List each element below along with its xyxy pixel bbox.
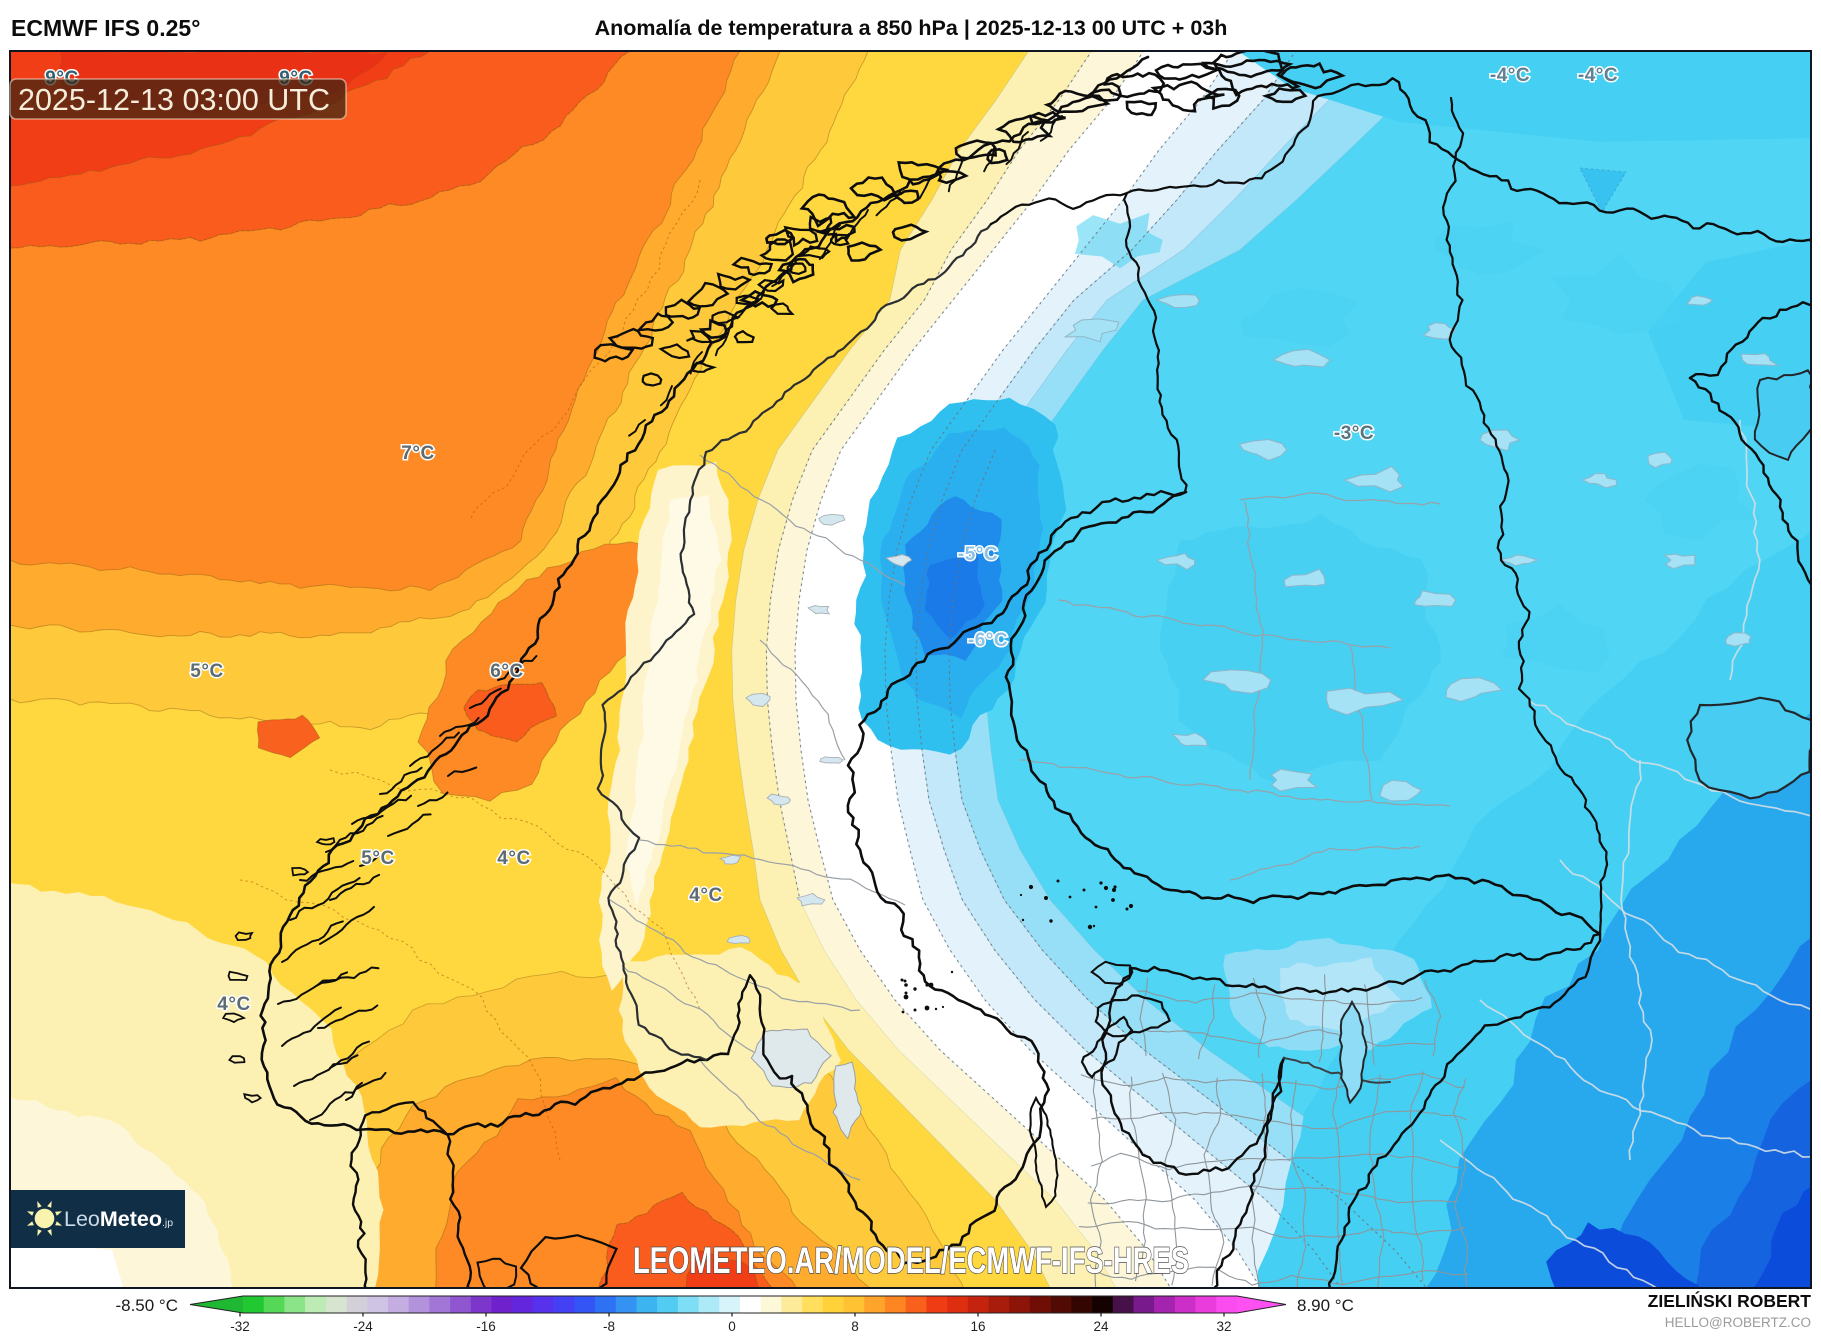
svg-text:32: 32 [1216,1319,1231,1334]
svg-text:-8.50 °C: -8.50 °C [115,1296,178,1315]
svg-text:-24: -24 [353,1319,373,1334]
svg-text:-6°C: -6°C [968,630,1008,651]
svg-text:24: 24 [1093,1319,1109,1334]
svg-text:7°C: 7°C [401,443,434,464]
svg-text:2025-12-13 03:00 UTC: 2025-12-13 03:00 UTC [18,83,330,117]
svg-text:ZIELIŃSKI ROBERT: ZIELIŃSKI ROBERT [1648,1290,1812,1311]
svg-text:16: 16 [970,1319,985,1334]
svg-text:6°C: 6°C [490,661,523,682]
svg-text:0: 0 [728,1319,736,1334]
svg-text:8.90 °C: 8.90 °C [1297,1296,1354,1315]
svg-text:-16: -16 [476,1319,496,1334]
svg-text:8: 8 [851,1319,859,1334]
svg-text:HELLO@ROBERTZ.CO: HELLO@ROBERTZ.CO [1665,1315,1811,1330]
svg-text:5°C: 5°C [361,848,394,869]
svg-text:LEOMETEO.AR/MODEL/ECMWF-IFS-HR: LEOMETEO.AR/MODEL/ECMWF-IFS-HRES [633,1240,1189,1281]
svg-text:4°C: 4°C [497,848,530,869]
svg-text:Anomalía de temperatura a 850: Anomalía de temperatura a 850 hPa | 2025… [595,16,1228,40]
svg-text:4°C: 4°C [689,885,722,906]
svg-text:-32: -32 [230,1319,250,1334]
svg-text:-5°C: -5°C [958,544,998,565]
svg-text:-4°C: -4°C [1490,65,1530,86]
svg-text:-4°C: -4°C [1578,65,1618,86]
svg-text:ECMWF IFS 0.25°: ECMWF IFS 0.25° [11,15,200,41]
svg-text:5°C: 5°C [190,661,223,682]
svg-text:-3°C: -3°C [1334,423,1374,444]
svg-text:LeoMeteo.jp: LeoMeteo.jp [64,1207,173,1231]
svg-text:4°C: 4°C [217,994,250,1015]
svg-text:-8: -8 [603,1319,615,1334]
